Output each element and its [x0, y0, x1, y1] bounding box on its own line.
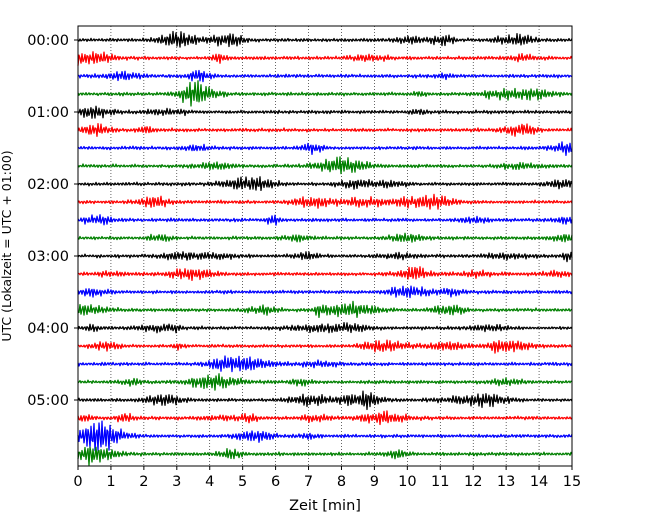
x-tick-label-12: 12	[464, 474, 482, 490]
trace-4	[77, 105, 573, 119]
grid-lines	[110, 26, 540, 466]
trace-9	[77, 193, 573, 210]
y-axis-label: UTC (Lokalzeit = UTC + 01:00)	[0, 150, 14, 341]
y-tick-label-1: 01:00	[27, 105, 69, 121]
x-tick-label-6: 6	[271, 474, 280, 490]
x-tick-label-9: 9	[370, 474, 379, 490]
y-tick-label-0: 00:00	[27, 33, 69, 49]
trace-21	[77, 410, 573, 426]
y-tick-label-3: 03:00	[27, 249, 69, 265]
x-tick-label-14: 14	[530, 474, 548, 490]
trace-11	[77, 232, 573, 243]
trace-15	[77, 300, 573, 319]
trace-12	[77, 251, 573, 263]
x-tick-label-4: 4	[205, 474, 214, 490]
x-tick-label-2: 2	[139, 474, 148, 490]
trace-6	[77, 141, 573, 157]
trace-2	[77, 69, 573, 83]
trace-3	[77, 80, 573, 107]
trace-14	[77, 285, 573, 299]
x-axis-ticks: 0 1 2 3 4 5 6 7 8 9 10 11 12 13 14 15	[73, 466, 581, 490]
x-tick-label-3: 3	[172, 474, 181, 490]
x-axis-label: Zeit [min]	[289, 498, 361, 514]
trace-17	[77, 339, 573, 354]
trace-23	[77, 446, 573, 466]
x-tick-label-0: 0	[73, 474, 82, 490]
x-tick-label-1: 1	[106, 474, 115, 490]
trace-5	[77, 123, 573, 138]
trace-10	[77, 214, 573, 226]
seismic-traces	[77, 30, 573, 466]
trace-22	[77, 420, 573, 452]
y-tick-label-5: 05:00	[27, 393, 69, 409]
trace-13	[77, 266, 573, 282]
trace-0	[77, 30, 573, 48]
x-tick-label-15: 15	[563, 474, 581, 490]
y-tick-label-4: 04:00	[27, 321, 69, 337]
y-axis-ticks: 00:00 01:00 02:00 03:00 04:00 05:00	[27, 33, 78, 409]
x-tick-label-10: 10	[398, 474, 416, 490]
x-tick-label-5: 5	[238, 474, 247, 490]
trace-7	[77, 156, 573, 175]
trace-19	[77, 373, 573, 391]
trace-1	[77, 51, 573, 66]
trace-18	[77, 355, 573, 373]
x-tick-label-7: 7	[304, 474, 313, 490]
x-tick-label-13: 13	[497, 474, 515, 490]
trace-20	[77, 390, 573, 411]
y-tick-label-2: 02:00	[27, 177, 69, 193]
x-tick-label-8: 8	[337, 474, 346, 490]
plot-frame	[77, 25, 573, 467]
trace-8	[77, 176, 573, 192]
trace-16	[77, 322, 573, 334]
x-tick-label-11: 11	[431, 474, 449, 490]
